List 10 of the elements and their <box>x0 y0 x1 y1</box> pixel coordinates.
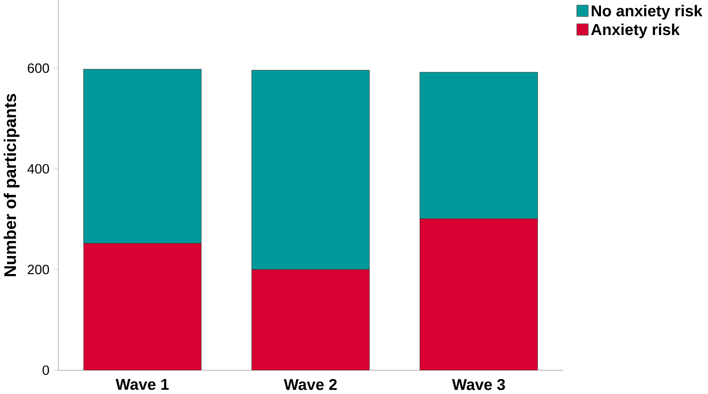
x-tick-label: Wave 1 <box>116 379 169 390</box>
y-tick-label: 200 <box>28 264 50 274</box>
x-tick-label: Wave 2 <box>284 379 337 390</box>
y-tick-label: 0 <box>42 366 50 376</box>
y-tick-label: 400 <box>27 164 50 174</box>
legend-label: Anxiety risk <box>591 24 680 38</box>
x-tick-label: Wave 3 <box>452 379 505 390</box>
y-axis-title: Number of participants <box>4 94 20 276</box>
y-tick-label: 600 <box>28 64 50 74</box>
legend-label: No anxiety risk <box>592 5 702 20</box>
